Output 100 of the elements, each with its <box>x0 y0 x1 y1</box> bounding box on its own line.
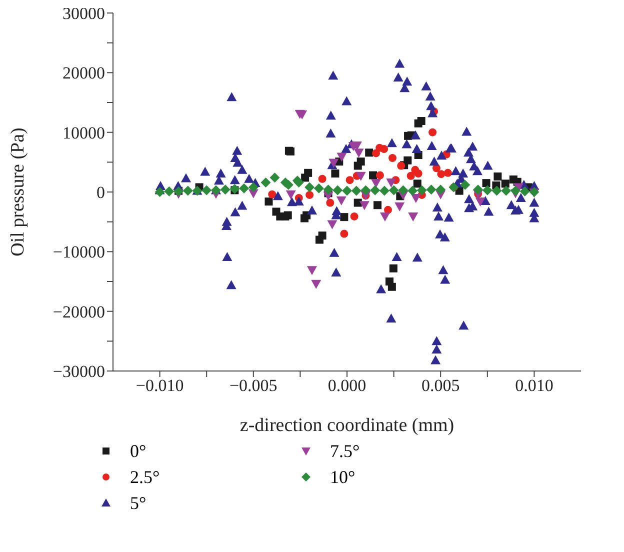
point <box>380 145 388 154</box>
point <box>372 149 380 158</box>
point <box>340 230 348 238</box>
point <box>406 172 415 180</box>
point <box>475 198 486 207</box>
y-tick-label: −30000 <box>52 362 105 382</box>
y-tick-label: 30000 <box>62 4 105 24</box>
point <box>482 185 492 196</box>
legend-label: 7.5° <box>330 440 360 462</box>
point <box>350 212 358 220</box>
point <box>300 214 309 222</box>
point <box>332 185 343 196</box>
point <box>397 162 406 170</box>
point <box>444 168 452 177</box>
point <box>404 132 412 140</box>
legend-label: 10° <box>330 466 356 488</box>
point <box>414 119 422 128</box>
point <box>460 180 470 190</box>
point <box>346 176 354 184</box>
point <box>408 186 418 196</box>
point <box>388 154 396 162</box>
point <box>286 190 296 200</box>
point <box>501 180 510 188</box>
point <box>220 184 230 195</box>
point <box>473 184 484 195</box>
point <box>314 183 324 194</box>
x-tick-label: 0.000 <box>328 376 366 396</box>
point <box>182 186 193 196</box>
point <box>482 179 490 188</box>
point <box>318 174 326 183</box>
point <box>301 174 310 182</box>
point <box>270 172 280 183</box>
point <box>370 185 380 196</box>
point <box>520 186 530 196</box>
point <box>388 185 399 196</box>
point <box>304 182 315 192</box>
point <box>510 186 520 196</box>
point <box>379 186 390 196</box>
point <box>365 148 374 157</box>
point <box>410 194 421 203</box>
point <box>268 190 276 198</box>
legend-label: 0° <box>130 440 146 462</box>
point <box>356 172 366 181</box>
point <box>202 185 212 196</box>
point <box>494 172 502 180</box>
point <box>327 220 338 230</box>
y-tick-label: −20000 <box>52 302 105 322</box>
legend-label: 5° <box>130 492 146 514</box>
point <box>388 282 396 291</box>
point <box>311 280 322 289</box>
point <box>428 128 437 136</box>
point <box>437 170 446 178</box>
point <box>436 184 446 195</box>
point <box>354 162 362 170</box>
point <box>416 185 427 196</box>
y-tick-label: 0 <box>96 183 105 202</box>
point <box>342 186 352 196</box>
point <box>336 152 347 162</box>
point <box>380 212 390 222</box>
point <box>281 212 290 220</box>
point <box>394 202 405 212</box>
point <box>336 196 346 206</box>
legend-label: 2.5° <box>130 466 160 488</box>
point <box>351 186 362 196</box>
point <box>386 178 396 188</box>
point <box>239 183 250 194</box>
point <box>260 177 271 188</box>
point <box>154 187 165 197</box>
point <box>326 198 334 207</box>
point <box>359 201 370 210</box>
point <box>315 236 324 244</box>
x-tick-label: −0.010 <box>136 376 184 396</box>
point <box>248 182 258 192</box>
y-tick-label: −10000 <box>52 242 105 262</box>
point <box>408 212 418 222</box>
x-tick-label: 0.005 <box>421 376 460 396</box>
point <box>164 186 174 196</box>
y-tick-label: 10000 <box>62 123 105 142</box>
y-tick-label: 20000 <box>62 64 105 83</box>
x-tick-label: 0.010 <box>515 376 554 396</box>
point <box>360 185 371 196</box>
y-axis-title: Oil pressure (Pa) <box>8 128 29 256</box>
point <box>371 179 382 188</box>
point <box>413 180 422 188</box>
x-axis-title: z-direction coordinate (mm) <box>240 415 454 436</box>
point <box>389 264 398 272</box>
x-tick-label: −0.005 <box>229 376 278 396</box>
point <box>492 186 502 196</box>
point <box>306 190 314 199</box>
point <box>501 186 512 196</box>
point <box>426 184 436 195</box>
point <box>398 185 408 196</box>
point <box>354 148 364 158</box>
point <box>376 171 384 180</box>
point <box>340 213 348 222</box>
point <box>306 266 317 276</box>
point <box>264 198 273 206</box>
point <box>374 201 382 210</box>
point <box>414 170 422 178</box>
point <box>323 184 334 195</box>
